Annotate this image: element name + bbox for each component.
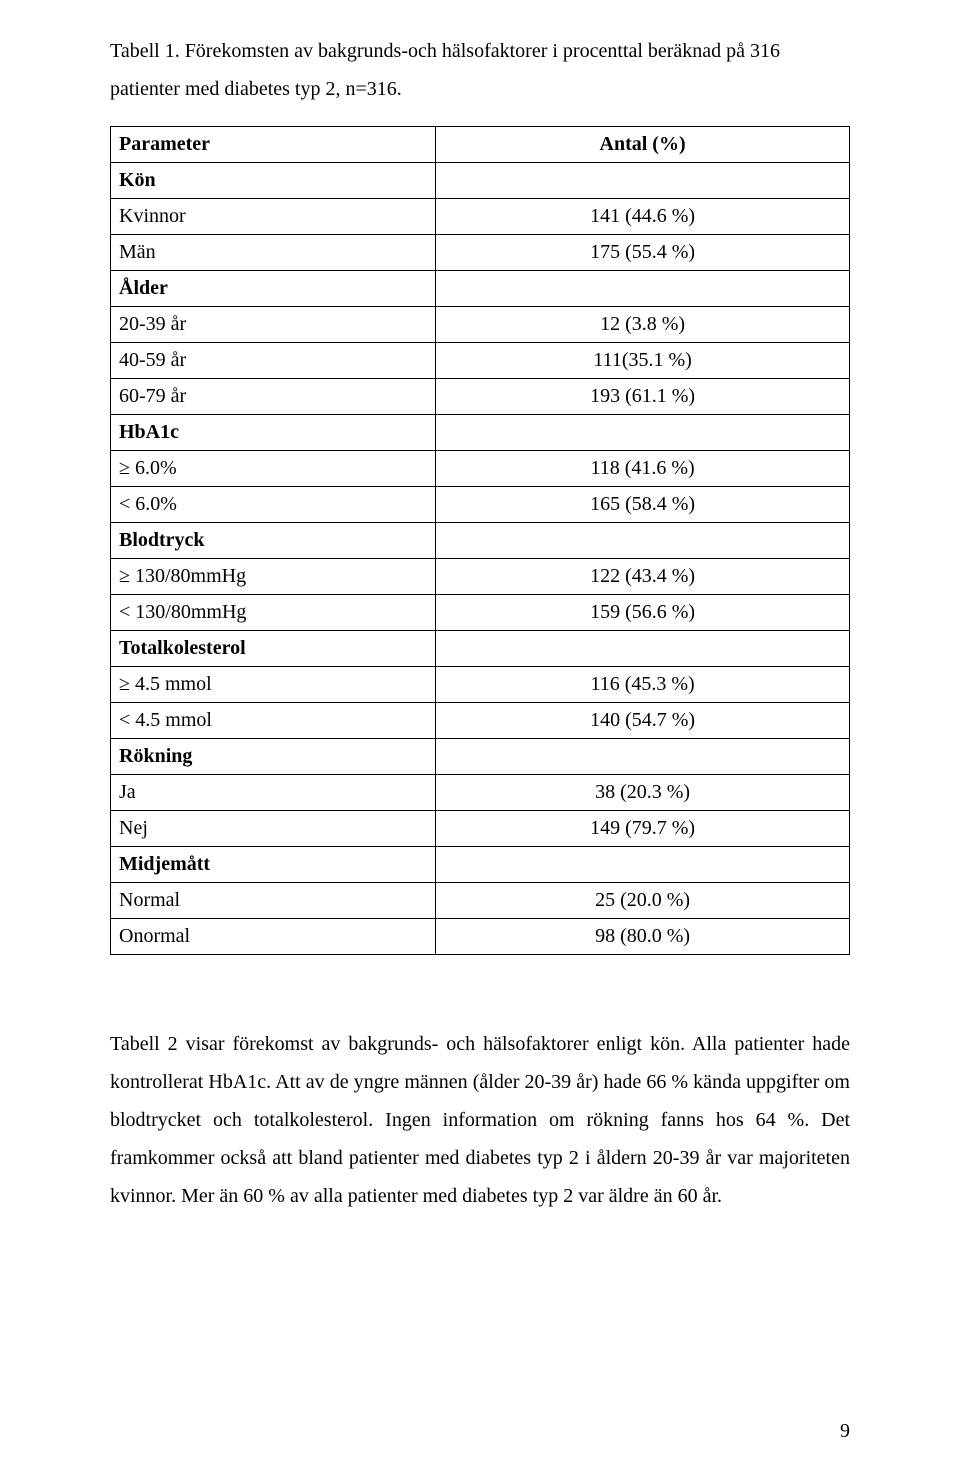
table-row: Ja38 (20.3 %) [111, 775, 850, 811]
cell-value [436, 415, 850, 451]
cell-value: 193 (61.1 %) [436, 379, 850, 415]
cell-param: Ålder [111, 271, 436, 307]
table-row: Nej149 (79.7 %) [111, 811, 850, 847]
table-row: Totalkolesterol [111, 631, 850, 667]
cell-value: 111(35.1 %) [436, 343, 850, 379]
body-paragraph: Tabell 2 visar förekomst av bakgrunds- o… [110, 1025, 850, 1215]
table-row: < 130/80mmHg159 (56.6 %) [111, 595, 850, 631]
cell-param: ≥ 4.5 mmol [111, 667, 436, 703]
cell-param: Kön [111, 163, 436, 199]
cell-param: Rökning [111, 739, 436, 775]
table-row: Rökning [111, 739, 850, 775]
cell-value: 118 (41.6 %) [436, 451, 850, 487]
cell-param: < 4.5 mmol [111, 703, 436, 739]
cell-param: Nej [111, 811, 436, 847]
cell-param: Onormal [111, 919, 436, 955]
cell-param: 40-59 år [111, 343, 436, 379]
cell-value: 12 (3.8 %) [436, 307, 850, 343]
table-row: Kvinnor141 (44.6 %) [111, 199, 850, 235]
cell-value: 140 (54.7 %) [436, 703, 850, 739]
cell-param: < 6.0% [111, 487, 436, 523]
table-caption: Tabell 1. Förekomsten av bakgrunds-och h… [110, 32, 850, 108]
table-row: HbA1c [111, 415, 850, 451]
cell-value: 141 (44.6 %) [436, 199, 850, 235]
cell-value [436, 847, 850, 883]
cell-value: 149 (79.7 %) [436, 811, 850, 847]
page-number: 9 [840, 1420, 850, 1443]
table-row: ≥ 4.5 mmol116 (45.3 %) [111, 667, 850, 703]
cell-value: 116 (45.3 %) [436, 667, 850, 703]
cell-value: 98 (80.0 %) [436, 919, 850, 955]
cell-value: 165 (58.4 %) [436, 487, 850, 523]
cell-param: Totalkolesterol [111, 631, 436, 667]
table-row: ≥ 6.0%118 (41.6 %) [111, 451, 850, 487]
table-row: < 4.5 mmol140 (54.7 %) [111, 703, 850, 739]
table-row: 20-39 år12 (3.8 %) [111, 307, 850, 343]
cell-value [436, 163, 850, 199]
document-page: Tabell 1. Förekomsten av bakgrunds-och h… [0, 0, 960, 1471]
table-row: < 6.0%165 (58.4 %) [111, 487, 850, 523]
table-header-row: Parameter Antal (%) [111, 127, 850, 163]
cell-param: Kvinnor [111, 199, 436, 235]
cell-value: 25 (20.0 %) [436, 883, 850, 919]
cell-value [436, 739, 850, 775]
table-row: ≥ 130/80mmHg122 (43.4 %) [111, 559, 850, 595]
table-row: Normal25 (20.0 %) [111, 883, 850, 919]
cell-param: HbA1c [111, 415, 436, 451]
table-row: Ålder [111, 271, 850, 307]
cell-param: Män [111, 235, 436, 271]
header-value: Antal (%) [436, 127, 850, 163]
cell-value: 159 (56.6 %) [436, 595, 850, 631]
table-row: Blodtryck [111, 523, 850, 559]
header-param: Parameter [111, 127, 436, 163]
data-table: Parameter Antal (%) KönKvinnor141 (44.6 … [110, 126, 850, 955]
cell-value [436, 523, 850, 559]
cell-param: Midjemått [111, 847, 436, 883]
cell-param: Normal [111, 883, 436, 919]
cell-param: 20-39 år [111, 307, 436, 343]
table-body: Parameter Antal (%) KönKvinnor141 (44.6 … [111, 127, 850, 955]
cell-value [436, 271, 850, 307]
table-row: 40-59 år111(35.1 %) [111, 343, 850, 379]
cell-value: 122 (43.4 %) [436, 559, 850, 595]
cell-param: ≥ 6.0% [111, 451, 436, 487]
table-row: Kön [111, 163, 850, 199]
cell-param: < 130/80mmHg [111, 595, 436, 631]
cell-param: Blodtryck [111, 523, 436, 559]
table-row: Midjemått [111, 847, 850, 883]
cell-value: 175 (55.4 %) [436, 235, 850, 271]
cell-param: 60-79 år [111, 379, 436, 415]
table-row: Onormal98 (80.0 %) [111, 919, 850, 955]
table-row: Män175 (55.4 %) [111, 235, 850, 271]
cell-value [436, 631, 850, 667]
cell-param: Ja [111, 775, 436, 811]
cell-param: ≥ 130/80mmHg [111, 559, 436, 595]
cell-value: 38 (20.3 %) [436, 775, 850, 811]
table-row: 60-79 år193 (61.1 %) [111, 379, 850, 415]
